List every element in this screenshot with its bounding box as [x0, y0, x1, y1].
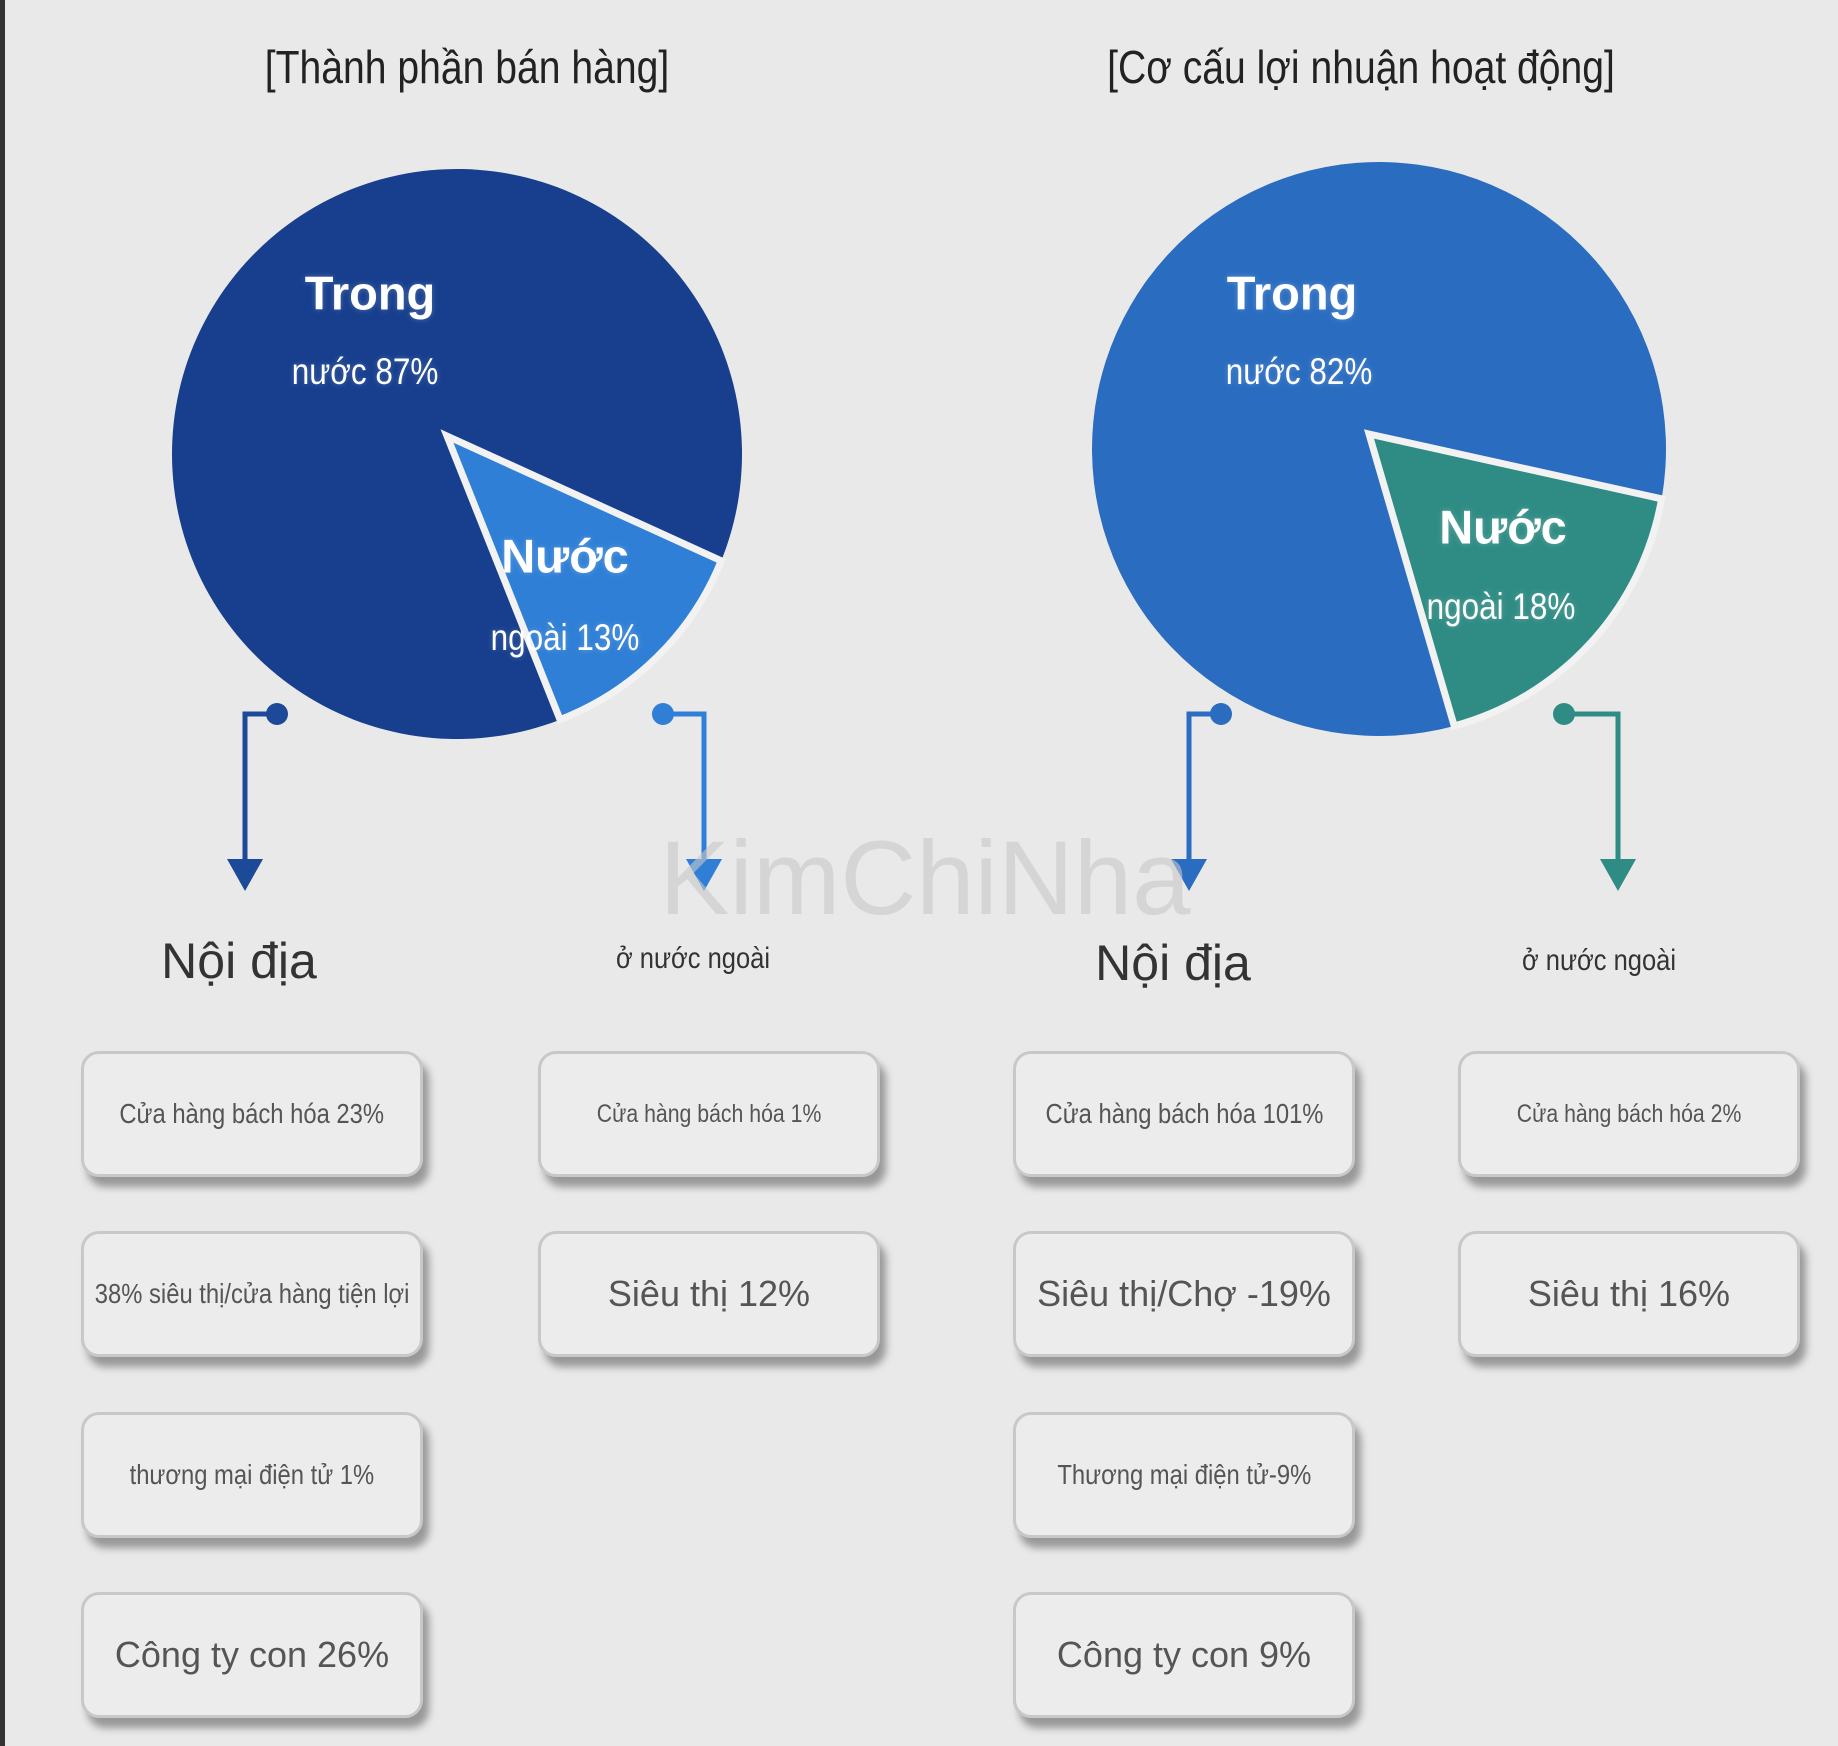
item-box: Siêu thị 16% — [1458, 1231, 1800, 1357]
slice-label-domestic-profit: Trong — [1226, 266, 1358, 320]
slice-value-domestic-profit: nước 82% — [1225, 351, 1373, 392]
slice-label-overseas-sales: Nước — [501, 529, 629, 583]
arrow-head-icon — [1600, 859, 1636, 891]
domestic-heading-sales: Nội địa — [161, 933, 317, 989]
item-box: Công ty con 9% — [1013, 1592, 1355, 1718]
arrow-head-icon — [686, 859, 722, 891]
item-box: Cửa hàng bách hóa 23% — [81, 1051, 423, 1177]
item-box: Cửa hàng bách hóa 1% — [538, 1051, 880, 1177]
item-box: Siêu thị/Chợ -19% — [1013, 1231, 1355, 1357]
slice-value-overseas-sales: ngoài 13% — [490, 617, 640, 658]
item-box: Thương mại điện tử-9% — [1013, 1412, 1355, 1538]
item-box: Cửa hàng bách hóa 101% — [1013, 1051, 1355, 1177]
watermark: KimChiNha — [659, 820, 1191, 937]
item-box: Siêu thị 12% — [538, 1231, 880, 1357]
connector-arrows — [227, 703, 1636, 891]
pie-slice-overseas — [1363, 429, 1666, 731]
pie-slice-overseas — [440, 429, 726, 725]
arrow-overseas-profit — [1553, 703, 1636, 891]
item-box: Cửa hàng bách hóa 2% — [1458, 1051, 1800, 1177]
arrow-head-icon — [1171, 859, 1207, 891]
slice-value-domestic-sales: nước 87% — [291, 351, 439, 392]
charts-canvas — [172, 162, 1666, 891]
slice-label-overseas-profit: Nước — [1439, 500, 1567, 554]
chart-title-sales: [Thành phần bán hàng] — [264, 41, 670, 93]
overseas-heading-profit: ở nước ngoài — [1521, 944, 1677, 977]
arrow-domestic-sales — [227, 703, 288, 891]
pie-chart-profit — [1091, 162, 1666, 737]
slice-value-overseas-profit: ngoài 18% — [1426, 586, 1576, 627]
pie-chart-sales — [172, 168, 742, 739]
chart-title-profit: [Cơ cấu lợi nhuận hoạt động] — [1107, 41, 1615, 93]
arrow-overseas-sales — [652, 703, 722, 891]
overseas-heading-sales: ở nước ngoài — [615, 942, 771, 975]
slice-label-domestic-sales: Trong — [304, 266, 436, 320]
item-box: thương mại điện tử 1% — [81, 1412, 423, 1538]
item-box: Công ty con 26% — [81, 1592, 423, 1718]
domestic-heading-profit: Nội địa — [1095, 935, 1251, 991]
arrow-domestic-profit — [1171, 703, 1232, 891]
item-box: 38% siêu thị/cửa hàng tiện lợi — [81, 1231, 423, 1357]
arrow-head-icon — [227, 859, 263, 891]
